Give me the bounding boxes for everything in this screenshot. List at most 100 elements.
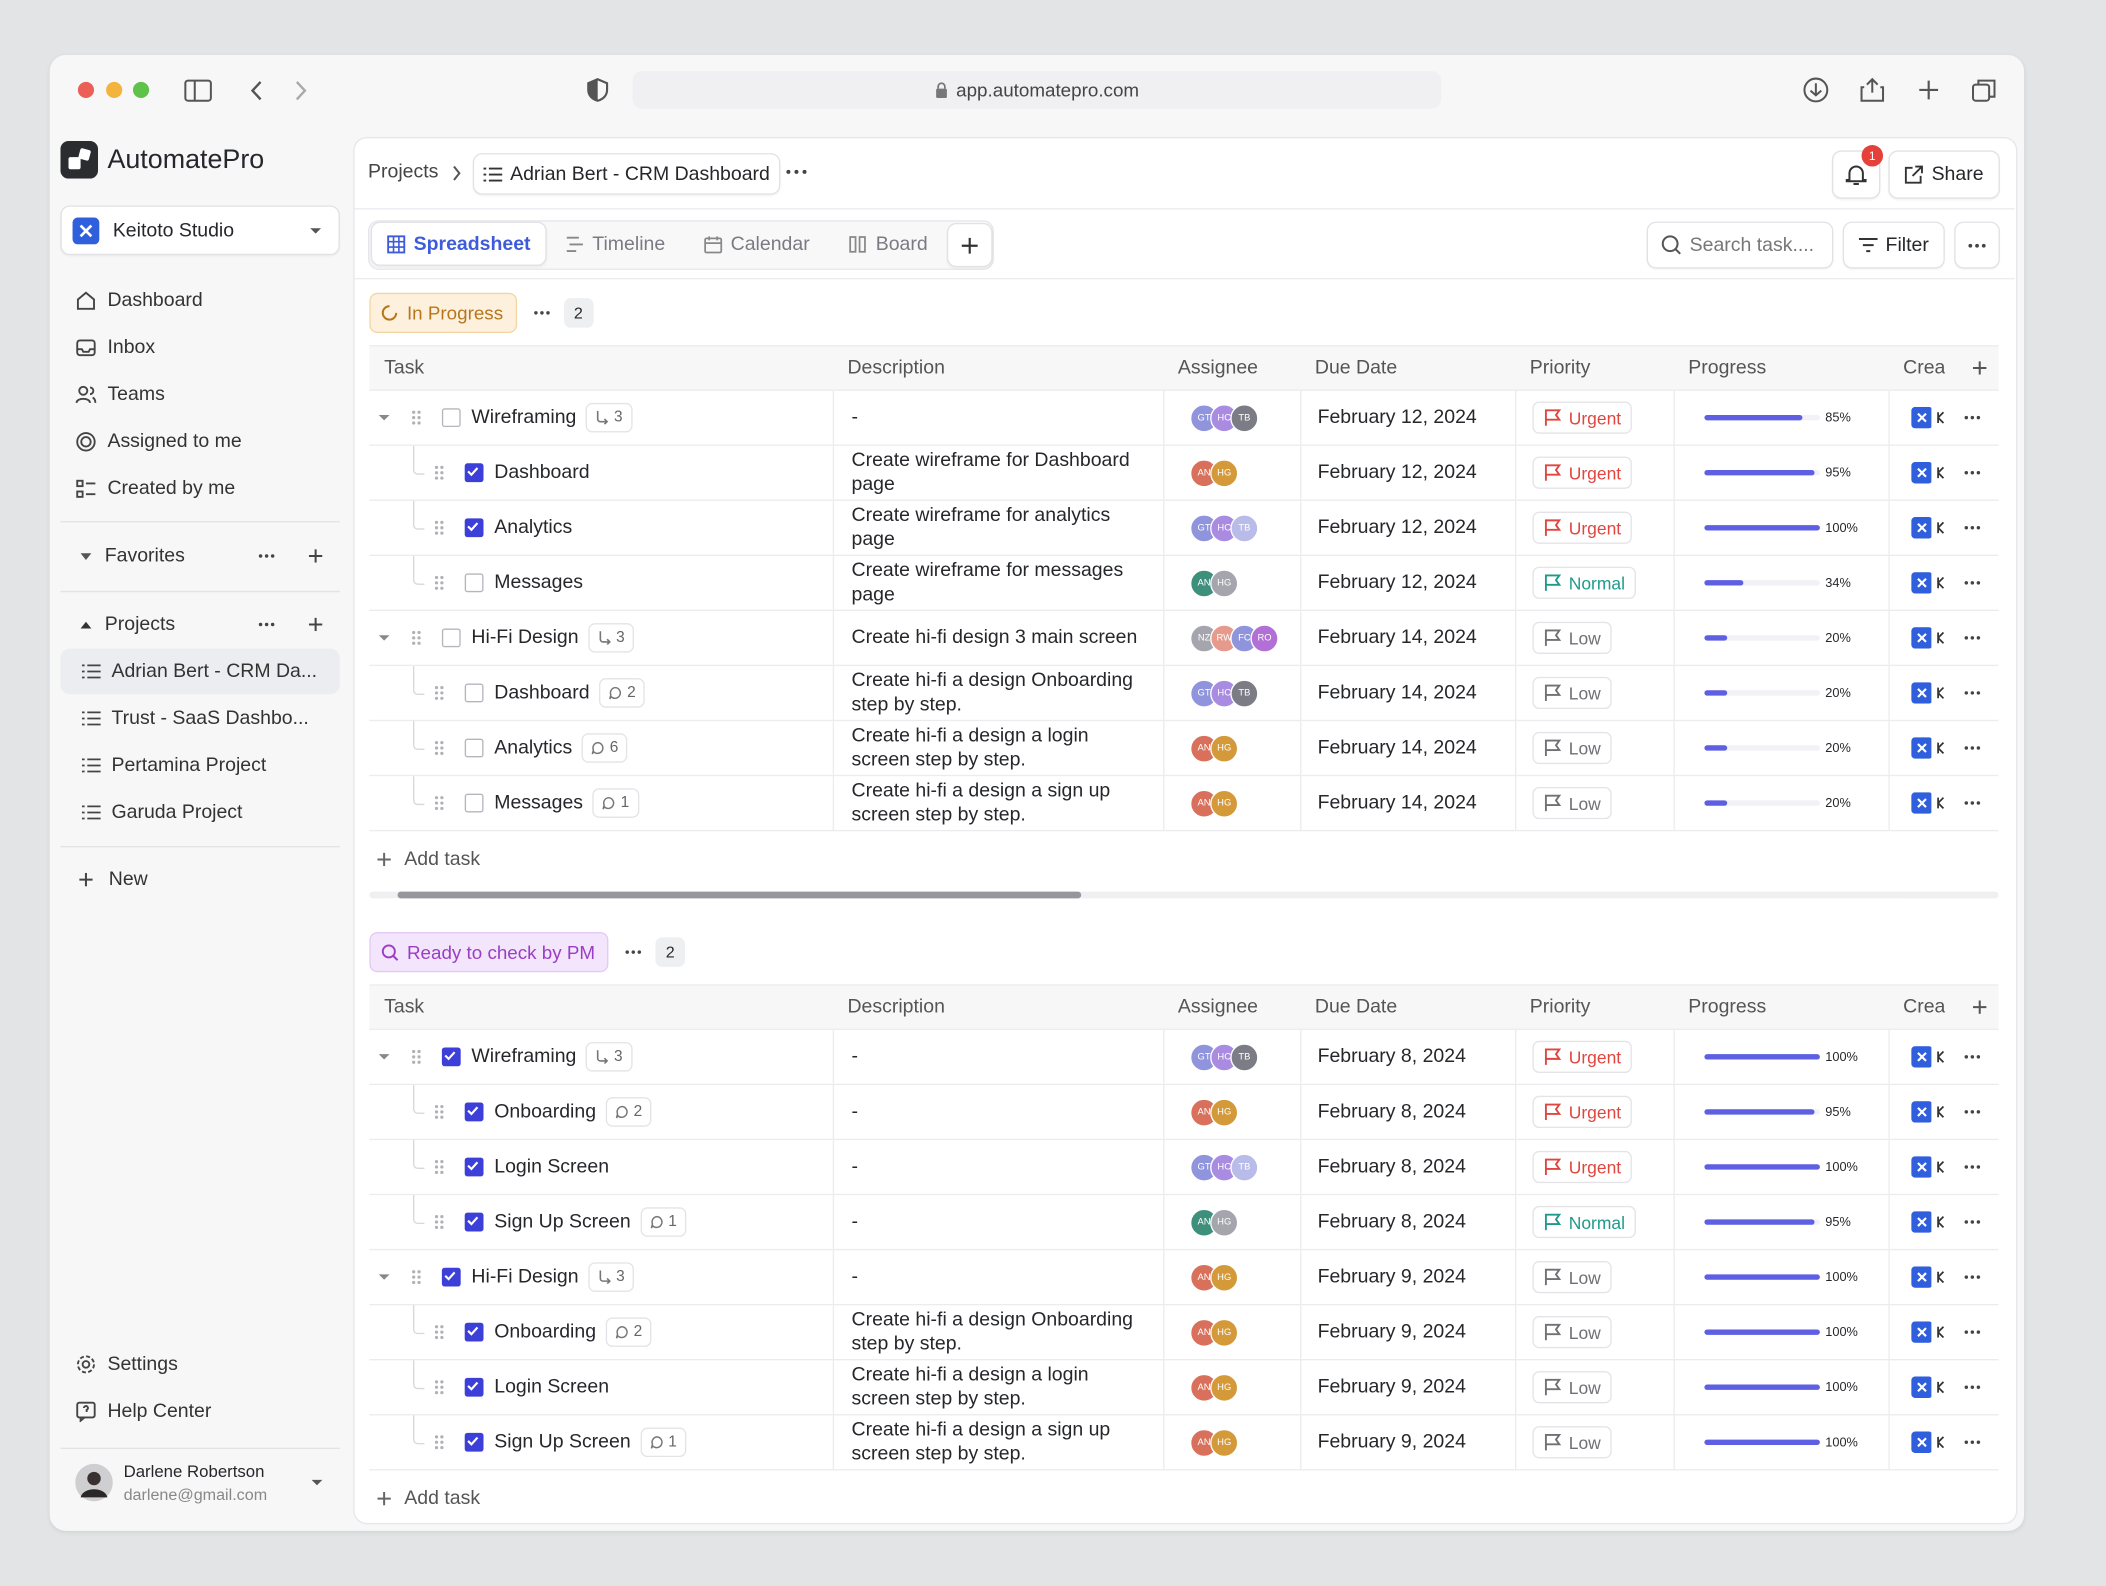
row-actions[interactable] — [1945, 1415, 1999, 1469]
checkbox[interactable] — [464, 1212, 484, 1232]
subtask-row[interactable]: Onboarding 2 Create hi-fi a design Onboard… — [369, 1305, 1999, 1361]
nav-item[interactable]: Inbox — [60, 325, 339, 371]
add-task[interactable]: Add task — [369, 1470, 1998, 1525]
subtask-row[interactable]: Analytics 6 Create hi-fi a design a login … — [369, 721, 1999, 777]
subtask-row[interactable]: Dashboard Create wireframe for Dashboard … — [369, 445, 1999, 501]
subtask-row[interactable]: Messages 1 Create hi-fi a design a sign up… — [369, 776, 1999, 832]
nav-item[interactable]: Dashboard — [60, 278, 339, 324]
add-column[interactable] — [1945, 346, 1999, 389]
section-header[interactable]: Projects — [60, 602, 339, 648]
priority-chip[interactable]: Normal — [1532, 1205, 1636, 1239]
priority-chip[interactable]: Low — [1532, 731, 1612, 765]
sidebar-link[interactable]: Help Center — [60, 1389, 339, 1435]
checkbox[interactable] — [441, 1047, 461, 1067]
nav-item[interactable]: Teams — [60, 372, 339, 418]
subtask-row[interactable]: Dashboard 2 Create hi-fi a design Onboardi… — [369, 666, 1999, 722]
more-icon[interactable] — [786, 169, 807, 174]
task-row[interactable]: Wireframing 3 - GT HC TB February 12, 2024 Urge… — [369, 390, 1999, 446]
row-actions[interactable] — [1945, 556, 1999, 610]
row-actions[interactable] — [1945, 391, 1999, 445]
checkbox[interactable] — [464, 518, 484, 538]
row-actions[interactable] — [1945, 1195, 1999, 1249]
sidebar-link[interactable]: New — [60, 857, 339, 903]
browser-nav-icons[interactable] — [184, 78, 318, 105]
project-item[interactable]: Garuda Project — [60, 790, 339, 836]
priority-chip[interactable]: Urgent — [1532, 1150, 1632, 1184]
row-actions[interactable] — [1945, 1085, 1999, 1139]
nav-item[interactable]: Assigned to me — [60, 419, 339, 465]
close-button[interactable] — [77, 81, 95, 99]
priority-chip[interactable]: Urgent — [1532, 1095, 1632, 1129]
share-button[interactable]: Share — [1888, 150, 2000, 199]
browser-actions[interactable] — [1802, 77, 2003, 107]
subtask-row[interactable]: Sign Up Screen 1 - AN HG February 8, 2024 Norm… — [369, 1195, 1999, 1251]
view-tab[interactable]: Calendar — [704, 223, 810, 265]
filter-button[interactable]: Filter — [1842, 221, 1945, 269]
project-item[interactable]: Adrian Bert - CRM Da... — [60, 648, 340, 695]
checkbox[interactable] — [464, 573, 484, 593]
priority-chip[interactable]: Low — [1532, 1260, 1612, 1294]
subtask-row[interactable]: Onboarding 2 - AN HG February 8, 2024 Urgent 95… — [369, 1085, 1999, 1141]
checkbox[interactable] — [464, 793, 484, 813]
search-box[interactable]: Search task.... — [1646, 221, 1834, 269]
priority-chip[interactable]: Low — [1532, 1371, 1612, 1404]
task-row[interactable]: Hi-Fi Design 3 - AN HG February 9, 2024 Low 100… — [369, 1250, 1999, 1306]
priority-chip[interactable]: Urgent — [1532, 511, 1632, 544]
task-row[interactable]: Hi-Fi Design 3 Create hi-fi design 3 main … — [369, 611, 1999, 667]
row-actions[interactable] — [1945, 776, 1999, 830]
priority-chip[interactable]: Low — [1532, 786, 1612, 820]
status-chip[interactable]: In Progress — [369, 292, 517, 334]
priority-chip[interactable]: Low — [1532, 676, 1612, 710]
checkbox[interactable] — [464, 1322, 484, 1342]
priority-chip[interactable]: Urgent — [1532, 401, 1632, 434]
workspace-switcher[interactable]: Keitoto Studio — [60, 205, 340, 256]
priority-chip[interactable]: Urgent — [1532, 456, 1632, 489]
scrollbar-thumb[interactable] — [397, 891, 1082, 899]
row-actions[interactable] — [1945, 611, 1999, 665]
checkbox[interactable] — [464, 1432, 484, 1452]
add-view-button[interactable] — [946, 222, 993, 268]
task-row[interactable]: Wireframing 3 - GT HC TB February 8, 2024 Urgen… — [369, 1030, 1999, 1086]
add-column[interactable] — [1945, 986, 1999, 1029]
project-item[interactable]: Trust - SaaS Dashbo... — [60, 696, 339, 742]
row-actions[interactable] — [1945, 501, 1999, 555]
row-actions[interactable] — [1945, 1305, 1999, 1359]
project-item[interactable]: Pertamina Project — [60, 743, 339, 789]
row-actions[interactable] — [1945, 1360, 1999, 1414]
breadcrumb-current[interactable]: Adrian Bert - CRM Dashboard — [472, 153, 781, 195]
section-header[interactable]: Favorites — [60, 533, 339, 579]
row-actions[interactable] — [1945, 446, 1999, 500]
checkbox[interactable] — [464, 1377, 484, 1397]
priority-chip[interactable]: Low — [1532, 621, 1612, 654]
view-tab[interactable]: Board — [849, 223, 928, 265]
row-actions[interactable] — [1945, 1250, 1999, 1304]
priority-chip[interactable]: Urgent — [1532, 1040, 1632, 1073]
shield-icon[interactable] — [587, 78, 609, 102]
checkbox[interactable] — [441, 408, 461, 428]
subtask-row[interactable]: Analytics Create wireframe for analytics … — [369, 500, 1999, 556]
checkbox[interactable] — [464, 1157, 484, 1177]
row-actions[interactable] — [1945, 1140, 1999, 1194]
subtask-row[interactable]: Login Screen Create hi-fi a design a logi… — [369, 1360, 1999, 1416]
checkbox[interactable] — [464, 683, 484, 703]
zoom-button[interactable] — [132, 81, 150, 99]
priority-chip[interactable]: Low — [1532, 1316, 1612, 1349]
add-task[interactable]: Add task — [369, 831, 1998, 886]
checkbox[interactable] — [464, 1102, 484, 1122]
checkbox[interactable] — [441, 628, 461, 648]
subtask-row[interactable]: Sign Up Screen 1 Create hi-fi a design a s… — [369, 1415, 1999, 1471]
more-button[interactable] — [1954, 221, 2000, 269]
checkbox[interactable] — [441, 1267, 461, 1287]
subtask-row[interactable]: Messages Create wireframe for messages pa… — [369, 555, 1999, 612]
row-actions[interactable] — [1945, 1030, 1999, 1084]
row-actions[interactable] — [1945, 721, 1999, 775]
checkbox[interactable] — [464, 738, 484, 758]
checkbox[interactable] — [464, 463, 484, 483]
status-chip[interactable]: Ready to check by PM — [369, 931, 609, 973]
view-tab[interactable]: Timeline — [565, 223, 665, 265]
row-actions[interactable] — [1945, 666, 1999, 720]
priority-chip[interactable]: Normal — [1532, 566, 1636, 599]
minimize-button[interactable] — [106, 81, 123, 99]
nav-item[interactable]: Created by me — [60, 466, 339, 512]
subtask-row[interactable]: Login Screen - GT HC TB February 8, 2024 Urgen… — [369, 1140, 1999, 1196]
